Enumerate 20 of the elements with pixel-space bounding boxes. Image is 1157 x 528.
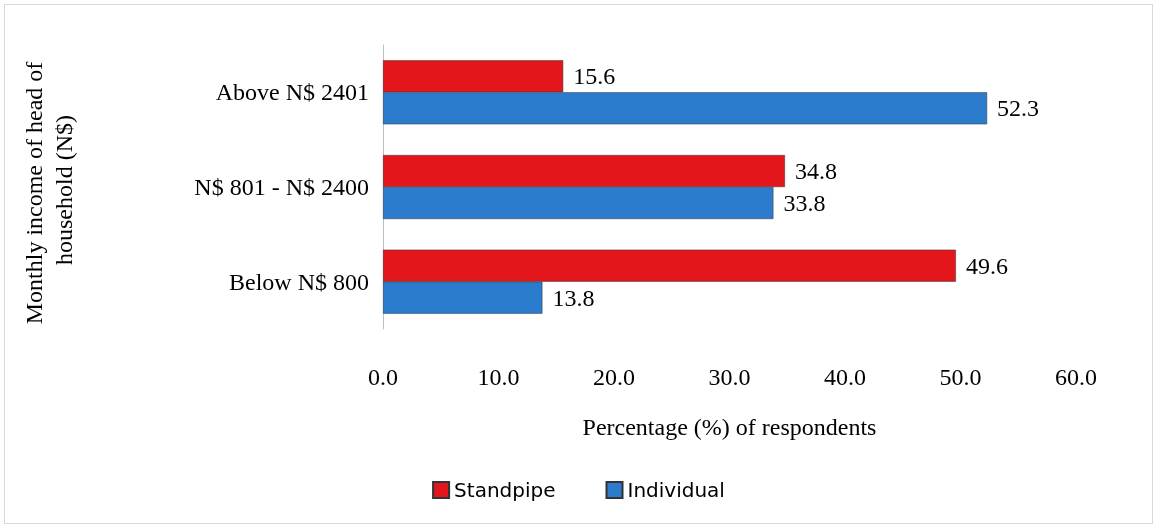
y-tick-label: N$ 801 - N$ 2400 [194, 174, 369, 200]
data-label: 34.8 [794, 158, 837, 184]
data-label: 15.6 [573, 63, 616, 90]
data-label: 33.8 [783, 190, 826, 216]
legend-label: Individual [627, 478, 725, 502]
data-label: 49.6 [965, 252, 1008, 279]
x-tick-label: 30.0 [708, 364, 751, 390]
x-tick-label: 20.0 [593, 364, 635, 390]
data-label: 52.3 [997, 95, 1040, 122]
x-tick-label: 50.0 [939, 364, 982, 390]
legend-label: Standpipe [454, 478, 556, 502]
y-tick-label: Below N$ 800 [229, 268, 369, 295]
x-tick-label: 40.0 [824, 364, 866, 390]
x-tick-label: 60.0 [1055, 364, 1097, 390]
data-label: 13.8 [552, 284, 595, 311]
y-tick-label: Above N$ 2401 [215, 79, 369, 106]
x-axis-title: Percentage (%) of respondents [582, 414, 877, 440]
x-tick-label: 10.0 [477, 364, 520, 390]
y-axis-title: Monthly income of head of household (N$) [21, 55, 77, 325]
x-tick-label: 0.0 [368, 364, 398, 390]
